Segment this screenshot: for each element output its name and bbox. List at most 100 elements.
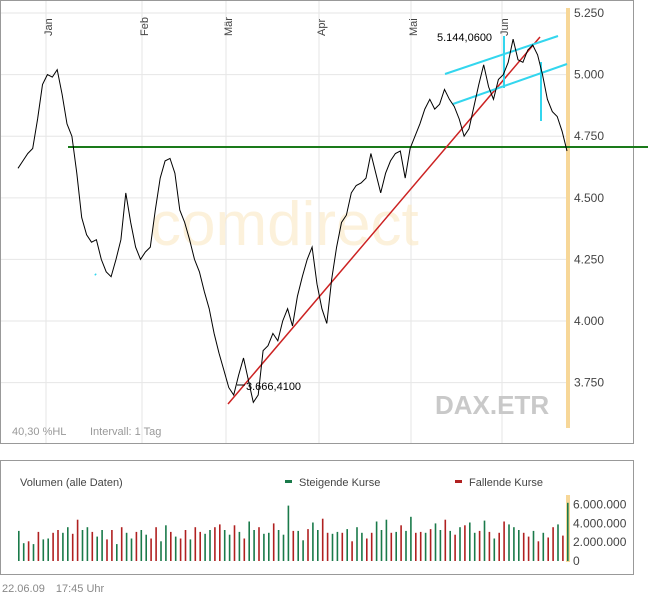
volume-bar bbox=[478, 530, 481, 561]
volume-bar bbox=[52, 532, 54, 561]
volume-bar bbox=[116, 544, 118, 561]
x-tick-label: Feb bbox=[139, 17, 151, 36]
volume-y-axis: 6.000.000 4.000.000 2.000.000 0 bbox=[573, 498, 627, 568]
volume-bar bbox=[223, 530, 226, 561]
volume-bar bbox=[292, 530, 295, 561]
low-label: 3.666,4100 bbox=[246, 381, 301, 393]
volume-bar bbox=[282, 534, 285, 561]
volume-bar bbox=[307, 529, 309, 561]
volume-bar bbox=[518, 530, 520, 561]
volume-bar bbox=[155, 527, 157, 561]
footer-date: 22.06.09 bbox=[2, 583, 45, 595]
volume-bar bbox=[238, 531, 241, 561]
volume-bar bbox=[27, 541, 30, 561]
volume-bar bbox=[503, 521, 505, 561]
volume-bar bbox=[277, 530, 280, 561]
volume-bar bbox=[331, 533, 334, 561]
y-tick-label: 5.250 bbox=[574, 6, 604, 20]
volume-bar bbox=[444, 519, 447, 561]
volume-bar bbox=[233, 525, 236, 561]
volume-bar bbox=[248, 521, 250, 561]
comdirect-watermark: comdirect bbox=[150, 190, 419, 259]
volume-bar bbox=[493, 538, 496, 561]
volume-bar bbox=[429, 529, 432, 561]
high-label: 5.144,0600 bbox=[437, 32, 492, 44]
volume-bar bbox=[160, 541, 162, 561]
volume-bar bbox=[81, 530, 84, 561]
volume-bar bbox=[370, 532, 373, 561]
volume-bar bbox=[258, 527, 260, 561]
volume-bar bbox=[22, 543, 25, 561]
y-tick-label: 4.750 bbox=[574, 129, 604, 143]
y-tick-label: 4.250 bbox=[574, 252, 604, 266]
volume-bar bbox=[527, 536, 530, 561]
volume-bar bbox=[410, 516, 412, 561]
volume-bar bbox=[542, 532, 545, 561]
legend-rising-swatch bbox=[285, 480, 292, 483]
volume-bar bbox=[120, 527, 123, 561]
timestamp-footer: 22.06.09 17:45 Uhr bbox=[2, 583, 112, 595]
volume-bar bbox=[537, 541, 540, 561]
y-axis: 5.250 5.000 4.750 4.500 4.250 4.000 3.750 bbox=[574, 6, 604, 390]
volume-bar bbox=[76, 519, 79, 561]
volume-bar bbox=[194, 527, 197, 561]
volume-bar bbox=[312, 522, 314, 561]
volume-bar bbox=[263, 533, 265, 561]
volume-y-tick-label: 6.000.000 bbox=[573, 498, 627, 512]
volume-bar bbox=[395, 531, 397, 561]
price-chart: DAX.ETR comdirect Jan Feb Mär Apr Mai Jun 5.2… bbox=[0, 0, 648, 444]
price-series-line bbox=[17, 38, 568, 404]
legend-falling-label: Fallende Kurse bbox=[469, 477, 543, 489]
y-tick-label: 5.000 bbox=[574, 68, 604, 82]
volume-bar bbox=[140, 530, 143, 561]
volume-bar bbox=[469, 522, 471, 561]
volume-bar bbox=[366, 538, 368, 561]
volume-bar bbox=[385, 519, 388, 561]
volume-bar bbox=[96, 536, 98, 561]
x-axis: Jan Feb Mär Apr Mai Jun bbox=[43, 17, 511, 36]
x-tick-label: Mai bbox=[408, 18, 420, 36]
instrument-label: DAX.ETR bbox=[435, 390, 549, 420]
volume-bar bbox=[130, 538, 133, 561]
volume-bar bbox=[483, 520, 486, 561]
last-day-bar bbox=[566, 8, 570, 428]
volume-bar bbox=[562, 535, 564, 561]
volume-bar bbox=[179, 538, 182, 561]
volume-bar bbox=[400, 525, 402, 561]
volume-bar bbox=[351, 541, 353, 561]
volume-bar bbox=[111, 530, 113, 561]
volume-bar bbox=[341, 532, 344, 561]
x-tick-label: Mär bbox=[223, 17, 235, 36]
volume-bar bbox=[204, 533, 206, 561]
volume-bar bbox=[356, 527, 358, 561]
volume-bar bbox=[57, 530, 59, 561]
volume-bar bbox=[380, 530, 383, 561]
volume-bar bbox=[199, 531, 201, 561]
x-tick-label: Jan bbox=[43, 18, 55, 36]
volume-bar bbox=[243, 538, 246, 561]
volatility-label: 40,30 %HL bbox=[12, 426, 66, 438]
volume-bar bbox=[513, 527, 515, 561]
volume-bar bbox=[91, 531, 94, 561]
volume-bar bbox=[165, 525, 167, 561]
y-tick-label: 3.750 bbox=[574, 376, 604, 390]
volume-title: Volumen (alle Daten) bbox=[20, 477, 123, 489]
volume-bar bbox=[47, 538, 49, 561]
volume-bar bbox=[405, 530, 407, 561]
volume-bar bbox=[557, 524, 559, 561]
volume-bar bbox=[18, 530, 20, 561]
volume-bar bbox=[532, 530, 535, 561]
volume-bar bbox=[150, 538, 152, 561]
volume-bar bbox=[488, 531, 491, 561]
volume-bar bbox=[464, 525, 466, 561]
price-chart-grid bbox=[1, 1, 567, 443]
volume-bar bbox=[135, 531, 138, 561]
volume-bar bbox=[346, 529, 348, 561]
volume-bar bbox=[272, 523, 275, 561]
volume-bar bbox=[326, 532, 329, 561]
volume-bar bbox=[174, 536, 177, 561]
volume-bar bbox=[42, 539, 45, 561]
volume-bar bbox=[101, 530, 103, 561]
volume-bar bbox=[439, 530, 442, 561]
volume-bar bbox=[125, 532, 128, 561]
